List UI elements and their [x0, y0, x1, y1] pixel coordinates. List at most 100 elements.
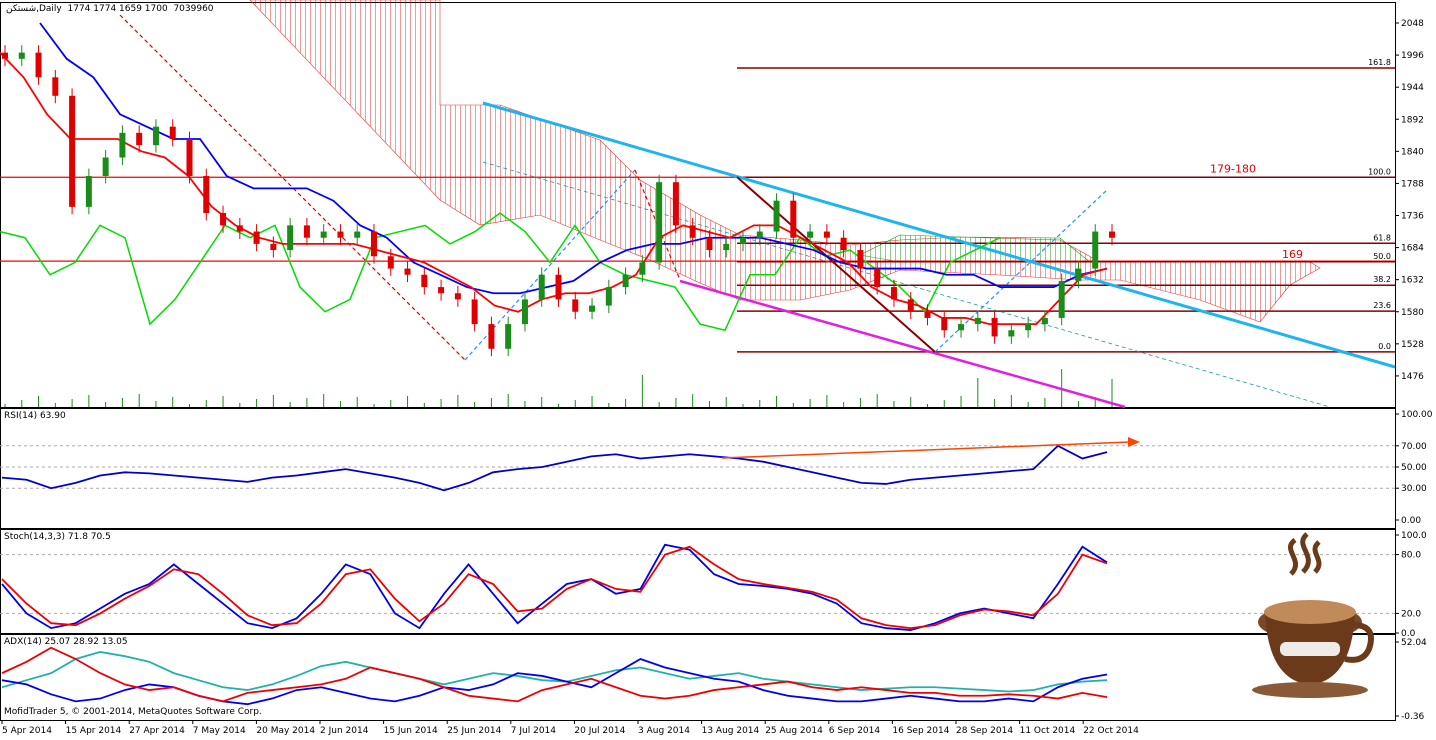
y-tick-label: 0.00: [1401, 516, 1421, 526]
x-tick-label: 20 Jul 2014: [574, 726, 625, 736]
x-tick-label: 25 Aug 2014: [765, 726, 823, 736]
x-tick-label: 13 Aug 2014: [702, 726, 760, 736]
x-tick-label: 16 Sep 2014: [892, 726, 949, 736]
x-tick-label: 27 Apr 2014: [129, 726, 185, 736]
candle-body: [236, 225, 243, 232]
candle-body: [1058, 280, 1065, 318]
kijun-sen-line: [39, 22, 1108, 295]
ohlc: 1774 1774 1659 1700: [67, 4, 168, 14]
candle-body: [1109, 231, 1115, 238]
y-tick-label: 1944: [1401, 83, 1424, 93]
volume: 7039960: [173, 4, 214, 14]
x-tick-label: 11 Oct 2014: [1020, 726, 1076, 736]
candle-body: [538, 274, 545, 300]
candle-body: [102, 157, 109, 177]
y-tick-label: 1528: [1401, 340, 1424, 350]
candle-body: [136, 132, 143, 146]
x-tick-label: 6 Sep 2014: [829, 726, 881, 736]
x-tick-label: 5 Apr 2014: [2, 726, 52, 736]
rsi-panel[interactable]: [0, 437, 1395, 492]
price-frame: [0, 2, 1396, 408]
y-tick-label: 1632: [1401, 276, 1424, 286]
x-tick-label: 2 Jun 2014: [320, 726, 369, 736]
y-tick-label: 1684: [1401, 244, 1424, 254]
y-tick-label: 1892: [1401, 115, 1424, 125]
candle-body: [605, 287, 612, 306]
candle-body: [521, 299, 528, 325]
y-tick-label: 1736: [1401, 212, 1424, 222]
candle-body: [823, 231, 830, 238]
trendline-red-dashed: [119, 14, 466, 361]
candle-body: [471, 299, 478, 325]
adx-panel[interactable]: [1, 646, 1108, 706]
candle-body: [689, 225, 696, 238]
ichimoku-cloud-bullish: [859, 234, 1091, 263]
y-tick-label: 100.00: [1401, 410, 1433, 420]
y-tick-label: 52.04: [1401, 638, 1427, 648]
candle-body: [454, 293, 461, 300]
candle-body: [287, 225, 294, 251]
candle-body: [421, 274, 428, 288]
candle-body: [387, 256, 394, 269]
fib-level-label: 100.0: [1368, 167, 1391, 176]
candle-body: [672, 182, 679, 226]
candle-body: [488, 324, 495, 349]
y-tick-label: 2048: [1401, 19, 1424, 29]
stoch-panel[interactable]: [0, 543, 1395, 631]
candle-body: [639, 262, 646, 275]
candle-body: [169, 126, 176, 139]
y-tick-label: -0.36: [1401, 712, 1425, 722]
candle-body: [1041, 317, 1048, 325]
candle-body: [740, 237, 746, 244]
candle-body: [69, 95, 76, 207]
fib-level-label: 50.0: [1373, 252, 1391, 261]
trendline-magenta: [679, 279, 1126, 409]
rsi-line: [1, 444, 1108, 492]
candle-body: [203, 176, 210, 214]
candle-body: [253, 231, 260, 244]
candle-body: [840, 237, 847, 251]
chart-header: شستکن,Daily 1774 1774 1659 1700 7039960: [6, 4, 214, 14]
timeframe: Daily: [38, 4, 62, 14]
candle-body: [186, 138, 193, 177]
coffee-cup-logo: [1252, 532, 1374, 698]
candle-body: [2, 52, 8, 59]
candle-body: [924, 311, 931, 318]
adx-line: [1, 651, 1108, 693]
y-tick-label: 70.00: [1401, 442, 1427, 452]
tenkan-sen-line: [0, 51, 1108, 325]
fib-level-label: 61.8: [1373, 233, 1391, 242]
trendline-blue-dashed: [934, 189, 1108, 353]
candle-body: [790, 200, 797, 238]
candle-body: [337, 231, 344, 238]
candle-body: [18, 52, 25, 59]
y-tick-label: 1476: [1401, 372, 1424, 382]
trendline-cyan: [482, 101, 1396, 369]
candle-body: [807, 231, 814, 238]
candle-body: [907, 299, 914, 312]
y-tick-label: 1788: [1401, 179, 1424, 189]
candle-body: [890, 287, 897, 300]
candle-body: [974, 317, 981, 325]
x-tick-label: 20 May 2014: [256, 726, 315, 736]
rsi-title: RSI(14) 63.90: [4, 411, 66, 421]
candle-body: [35, 52, 42, 78]
x-tick-label: 7 Jul 2014: [511, 726, 556, 736]
candle-body: [1008, 330, 1015, 337]
candle-body: [857, 250, 864, 269]
y-tick-label: 100.0: [1401, 531, 1427, 541]
y-tick-label: 0.0: [1401, 629, 1416, 639]
price-panel[interactable]: 179-180 169 161.8 100.0 61.8 50.0 38.2 23.6 0.0: [0, 0, 1396, 409]
candle-body: [505, 324, 512, 349]
copyright: MofidTrader 5, © 2001-2014, MetaQuotes S…: [4, 707, 262, 717]
candle-body: [303, 225, 310, 238]
level-label: 179-180: [1210, 162, 1256, 175]
axes: 2048 1996 1944 1892 1840 1788 1736 1684 1632 1580…: [1, 19, 1433, 736]
x-tick-label: 7 May 2014: [193, 726, 246, 736]
candle-body: [1075, 268, 1082, 281]
candle-body: [1025, 324, 1032, 331]
candle-body: [941, 317, 948, 331]
x-tick-label: 25 Jun 2014: [447, 726, 501, 736]
candle-body: [371, 231, 377, 257]
